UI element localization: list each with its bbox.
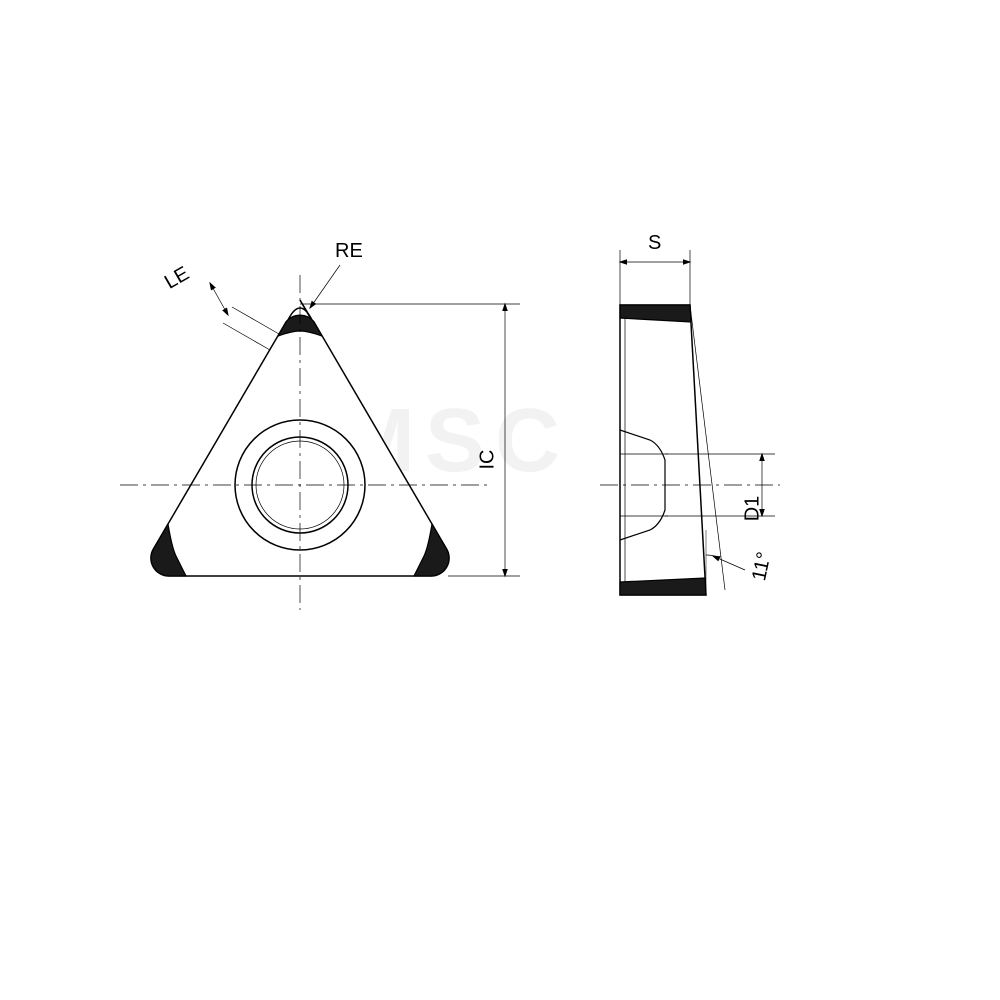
label-ic: IC — [477, 450, 500, 470]
front-view — [120, 265, 520, 610]
label-d1: D1 — [741, 496, 764, 522]
side-view — [600, 250, 780, 595]
technical-drawing-svg — [0, 0, 1000, 1000]
diagram-container: MSC — [0, 0, 1000, 1000]
label-s: S — [648, 232, 661, 255]
label-re: RE — [335, 240, 363, 263]
